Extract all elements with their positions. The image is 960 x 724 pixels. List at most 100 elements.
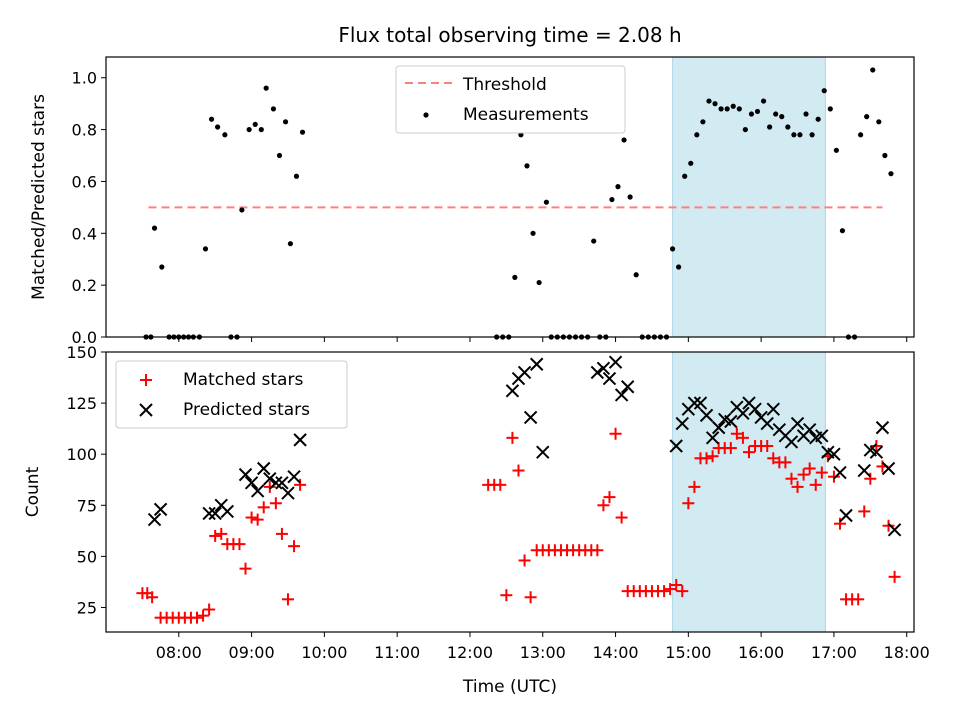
xtick-label: 14:00 bbox=[592, 643, 638, 662]
matched-point bbox=[670, 578, 683, 591]
top-legend: Threshold Measurements bbox=[395, 65, 626, 134]
measurement-point bbox=[839, 228, 846, 234]
matched-point bbox=[190, 611, 203, 624]
measurement-point bbox=[688, 160, 694, 166]
measurement-point bbox=[159, 264, 165, 270]
matched-point bbox=[724, 442, 737, 455]
predicted-point bbox=[815, 429, 829, 443]
predicted-point bbox=[275, 476, 289, 490]
predicted-point bbox=[293, 433, 307, 447]
matched-point bbox=[494, 478, 507, 491]
predicted-point bbox=[875, 420, 890, 435]
measurement-point bbox=[682, 173, 688, 179]
predicted-point bbox=[748, 402, 762, 416]
measurement-point bbox=[815, 116, 821, 122]
predicted-point bbox=[153, 502, 168, 517]
predicted-point bbox=[523, 410, 538, 425]
matched-point bbox=[524, 591, 537, 604]
predicted-points bbox=[147, 355, 902, 537]
xtick-label: 11:00 bbox=[374, 643, 420, 662]
matched-point bbox=[827, 470, 840, 483]
top-ytick-label: 0.4 bbox=[72, 224, 97, 243]
predicted-point bbox=[833, 465, 847, 480]
bottom-panel-frame bbox=[105, 351, 915, 633]
xtick-label: 10:00 bbox=[301, 643, 347, 662]
measurement-point bbox=[827, 106, 833, 112]
matched-point bbox=[500, 589, 513, 602]
matched-point bbox=[257, 501, 270, 514]
top-legend-box bbox=[395, 65, 626, 134]
predicted-point bbox=[839, 508, 853, 523]
measurement-point bbox=[736, 106, 742, 112]
bottom-ytick-label: 50 bbox=[77, 547, 97, 566]
top-ytick-label: 1.0 bbox=[72, 69, 97, 88]
matched-point bbox=[609, 427, 622, 440]
top-ytick-label: 0.6 bbox=[72, 172, 97, 191]
predicted-point bbox=[869, 445, 884, 459]
predicted-point bbox=[269, 476, 283, 490]
predicted-point bbox=[693, 396, 708, 410]
predicted-point bbox=[517, 365, 532, 380]
matched-point bbox=[730, 427, 743, 440]
matched-point bbox=[294, 478, 307, 491]
predicted-point bbox=[244, 476, 259, 490]
measurement-point bbox=[748, 111, 755, 117]
predicted-point bbox=[784, 435, 799, 449]
measurement-point bbox=[754, 108, 761, 115]
measurement-point bbox=[779, 114, 785, 120]
matched-point bbox=[743, 446, 756, 459]
top-highlight-span bbox=[672, 56, 826, 338]
predicted-point bbox=[887, 523, 902, 537]
measurement-point bbox=[864, 114, 870, 120]
measurement-point bbox=[543, 199, 549, 205]
matched-point bbox=[263, 480, 276, 493]
predicted-point bbox=[536, 445, 550, 459]
xtick-label: 15:00 bbox=[665, 643, 711, 662]
matched-point bbox=[597, 499, 610, 512]
measurement-point bbox=[773, 111, 779, 117]
predicted-point bbox=[881, 461, 896, 476]
measurement-point bbox=[258, 126, 264, 133]
measurement-point bbox=[706, 98, 712, 104]
predicted-point bbox=[766, 402, 780, 416]
predicted-point bbox=[238, 467, 253, 482]
matched-point bbox=[203, 603, 216, 616]
matched-point bbox=[676, 585, 689, 598]
top-y-axis-label: Matched/Predicted stars bbox=[29, 94, 49, 300]
measurement-point bbox=[760, 98, 767, 104]
matched-point bbox=[688, 480, 701, 493]
predicted-point bbox=[208, 506, 222, 521]
x-axis-label: Time (UTC) bbox=[462, 677, 557, 697]
xtick-label: 17:00 bbox=[811, 643, 857, 662]
bottom-y-axis: 25 50 75 100 125 150 bbox=[66, 343, 106, 617]
measurement-point bbox=[876, 119, 882, 125]
top-y-axis: 0.0 0.2 0.4 0.6 0.8 1.0 bbox=[72, 69, 106, 347]
measurement-point bbox=[208, 116, 215, 122]
predicted-point bbox=[790, 416, 805, 431]
bottom-panel: 25 50 75 100 125 150 08:00 09:00 10:00 11:00 12:0… bbox=[23, 343, 930, 697]
matched-point bbox=[239, 562, 252, 575]
predicted-point bbox=[614, 388, 629, 402]
matched-point bbox=[736, 431, 749, 444]
matched-point bbox=[767, 452, 780, 465]
xtick-label: 12:00 bbox=[447, 643, 493, 662]
matched-point bbox=[791, 480, 804, 493]
predicted-point bbox=[675, 416, 689, 431]
predicted-point bbox=[590, 365, 605, 380]
matched-point bbox=[288, 540, 301, 553]
matched-point bbox=[864, 472, 877, 485]
matched-point bbox=[888, 570, 901, 583]
matched-point bbox=[512, 464, 525, 477]
predicted-point bbox=[711, 420, 726, 435]
bottom-ytick-label: 150 bbox=[66, 343, 97, 362]
measurement-point bbox=[888, 171, 894, 177]
predicted-point bbox=[705, 431, 720, 445]
measurement-point bbox=[870, 67, 876, 73]
measurement-point bbox=[882, 152, 888, 159]
predicted-point bbox=[220, 504, 235, 519]
measurement-point bbox=[591, 238, 597, 244]
matched-point bbox=[251, 513, 264, 526]
predicted-point bbox=[202, 506, 216, 521]
matched-point bbox=[146, 591, 159, 604]
